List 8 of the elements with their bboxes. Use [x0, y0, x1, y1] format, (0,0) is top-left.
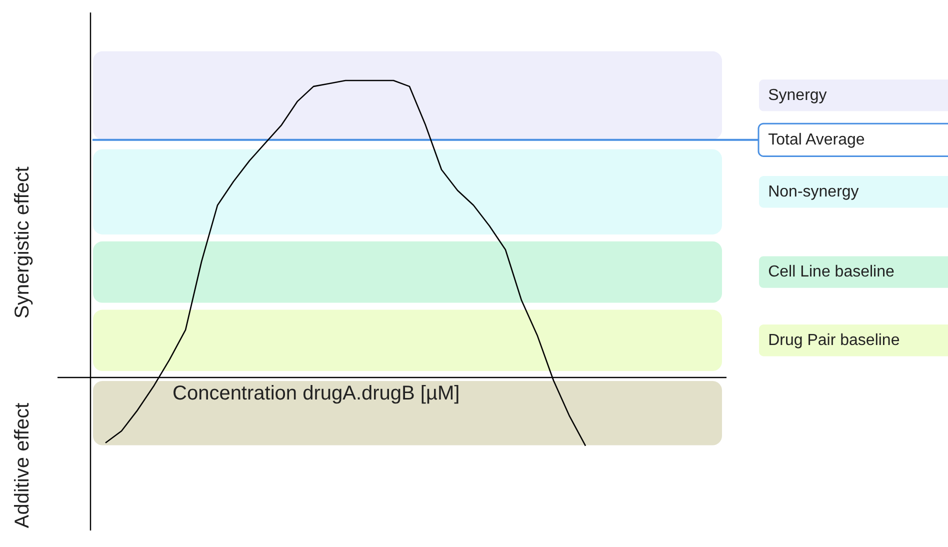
- band-label: Cell Line baseline: [768, 264, 895, 281]
- band-label: Synergy: [768, 86, 827, 104]
- x-axis-title: Concentration drugA.drugB [µM]: [172, 382, 460, 404]
- band-label: Non-synergy: [768, 183, 859, 200]
- text: Additive effect: [12, 402, 34, 528]
- ref-line-label: Total Average: [768, 131, 865, 148]
- y-axis-title: Synergistic effect: [12, 166, 34, 318]
- band-label: Drug Pair baseline: [768, 332, 900, 349]
